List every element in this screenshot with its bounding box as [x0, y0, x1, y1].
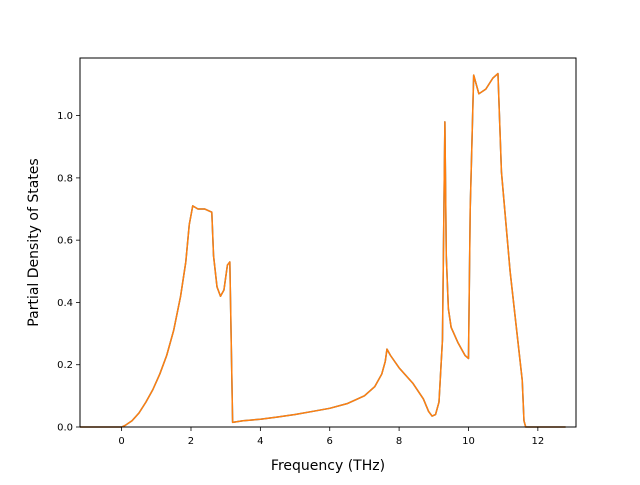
plot-frame — [79, 57, 577, 428]
y-axis-ticks: 0.0 0.2 0.4 0.6 0.8 1.0 — [57, 111, 80, 434]
y-tick-label: 0.6 — [57, 236, 73, 247]
series-line-1 — [80, 72, 566, 428]
x-tick-label: 10 — [462, 436, 475, 447]
y-tick-label: 0.0 — [57, 423, 73, 434]
y-tick-label: 0.2 — [57, 360, 73, 371]
x-tick-label: 12 — [531, 436, 544, 447]
x-tick-label: 8 — [396, 436, 402, 447]
x-tick-label: 0 — [118, 436, 124, 447]
y-axis-label: Partial Density of States — [26, 158, 42, 326]
series-layer — [80, 72, 566, 428]
y-tick-label: 1.0 — [57, 111, 73, 122]
x-axis-label: Frequency (THz) — [271, 458, 385, 474]
y-tick-label: 0.8 — [57, 173, 73, 184]
x-axis-ticks: 0 2 4 6 8 10 12 — [118, 427, 544, 447]
y-tick-label: 0.4 — [57, 298, 73, 309]
x-tick-label: 6 — [327, 436, 333, 447]
x-tick-label: 2 — [188, 436, 194, 447]
series-line-2 — [80, 72, 566, 428]
x-tick-label: 4 — [257, 436, 263, 447]
